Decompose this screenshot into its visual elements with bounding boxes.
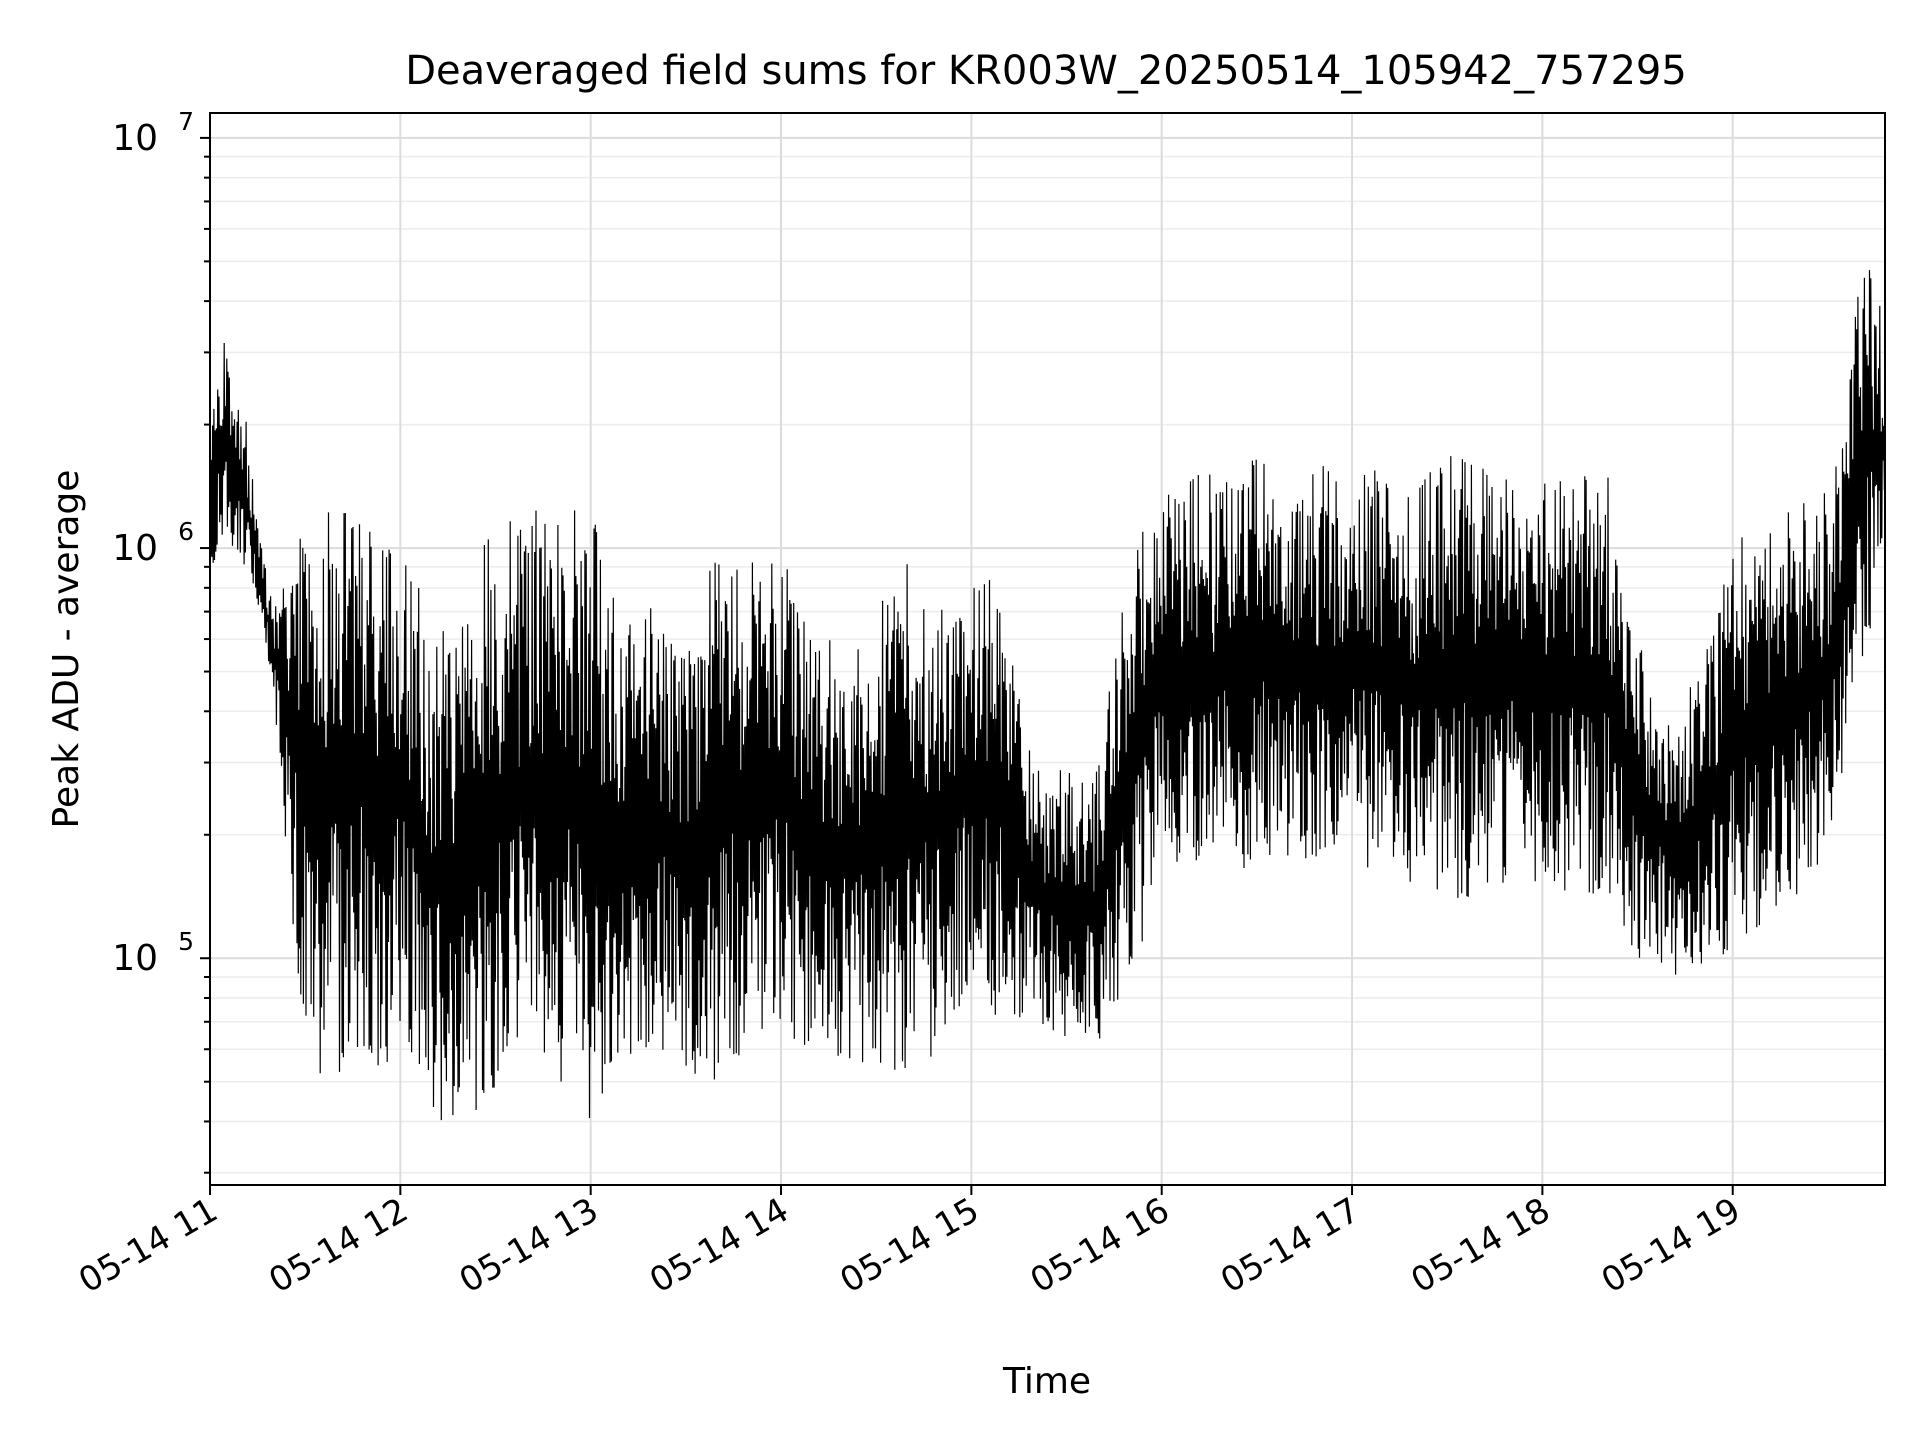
y-tick-label: 10 <box>112 528 158 569</box>
x-axis-label: Time <box>1002 1361 1091 1402</box>
y-axis: 10 5 10 6 10 7 <box>112 107 210 1174</box>
y-tick-label: 10 <box>112 118 158 159</box>
y-tick-label: 10 <box>112 938 158 979</box>
plot-frame <box>209 112 1886 1186</box>
series-layer <box>209 270 1886 1121</box>
y-axis-label: Peak ADU - average <box>46 470 87 829</box>
chart-title: Deaveraged field sums for KR003W_2025051… <box>405 48 1687 94</box>
y-tick-exponent: 5 <box>178 927 194 956</box>
y-tick-exponent: 6 <box>178 517 194 546</box>
y-tick-exponent: 7 <box>178 107 194 136</box>
series-line <box>209 270 1886 1121</box>
